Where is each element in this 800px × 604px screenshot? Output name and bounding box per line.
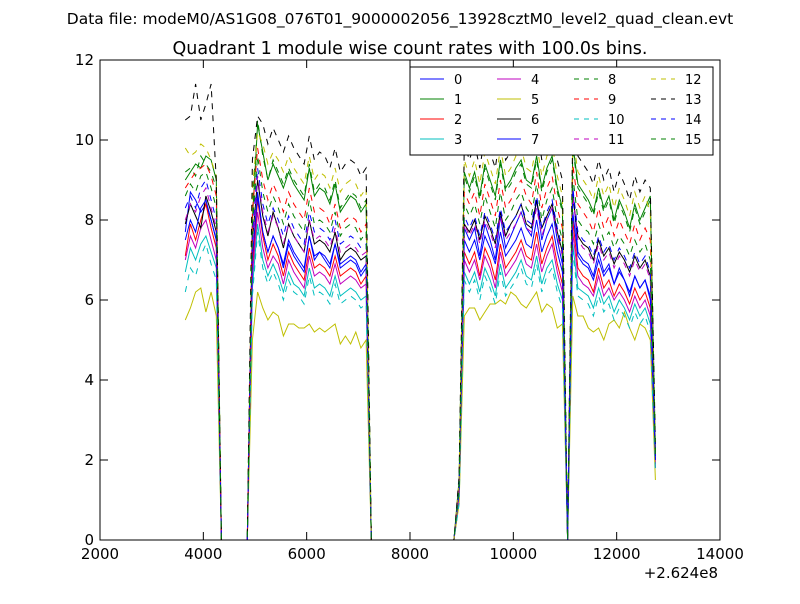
x-tick-label: 2000 (81, 545, 119, 563)
series-line-3 (184, 223, 656, 541)
y-tick-label: 2 (84, 451, 94, 469)
legend-label-8: 8 (608, 73, 616, 88)
legend-label-10: 10 (608, 113, 625, 128)
series-line-12 (184, 131, 656, 541)
x-tick-label: 14000 (696, 545, 744, 563)
legend-label-1: 1 (454, 93, 462, 108)
legend-label-4: 4 (531, 73, 539, 88)
series-line-13 (184, 83, 656, 541)
chart-title: Quadrant 1 module wise count rates with … (173, 39, 648, 59)
x-tick-label: 10000 (489, 545, 537, 563)
series-line-14 (184, 167, 656, 541)
chart-supertitle: Data file: modeM0/AS1G08_076T01_90000020… (67, 10, 733, 29)
legend-label-3: 3 (454, 133, 462, 148)
legend-label-0: 0 (454, 73, 462, 88)
legend-label-9: 9 (608, 93, 616, 108)
legend-label-6: 6 (531, 113, 539, 128)
x-tick-label: 8000 (391, 545, 429, 563)
legend-label-2: 2 (454, 113, 462, 128)
legend-box (409, 66, 714, 156)
series-line-9 (184, 147, 656, 541)
legend-label-5: 5 (531, 93, 539, 108)
y-tick-label: 6 (84, 291, 94, 309)
legend-label-11: 11 (608, 133, 625, 148)
y-tick-label: 10 (75, 131, 94, 149)
y-tick-label: 8 (84, 211, 94, 229)
x-offset-label: +2.624e8 (644, 564, 718, 582)
y-tick-label: 0 (84, 531, 94, 549)
legend-label-14: 14 (685, 113, 702, 128)
y-tick-label: 12 (75, 51, 94, 69)
x-tick-label: 4000 (184, 545, 222, 563)
legend-label-13: 13 (685, 93, 702, 108)
x-tick-label: 12000 (593, 545, 641, 563)
series-line-5 (184, 287, 656, 541)
series-line-15 (184, 155, 656, 541)
legend-label-7: 7 (531, 133, 539, 148)
y-tick-label: 4 (84, 371, 94, 389)
series-line-10 (184, 231, 656, 541)
legend-label-12: 12 (685, 73, 702, 88)
legend-label-15: 15 (685, 133, 702, 148)
x-tick-label: 6000 (288, 545, 326, 563)
